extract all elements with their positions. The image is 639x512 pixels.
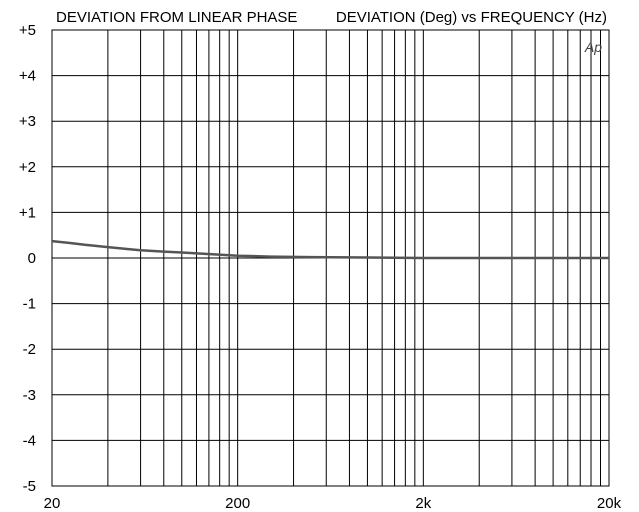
y-tick-label: +3	[19, 113, 36, 130]
y-tick-label: -3	[23, 387, 36, 404]
series-group	[51, 239, 609, 260]
y-tick-label: +1	[19, 204, 36, 221]
chart-title-left: DEVIATION FROM LINEAR PHASE	[56, 9, 297, 26]
x-tick-label: 2k	[415, 495, 431, 512]
y-axis-tick-labels: +5 +4 +3 +2 +1 0 -1 -2 -3 -4 -5	[19, 22, 36, 495]
chart-title-right: DEVIATION (Deg) vs FREQUENCY (Hz)	[336, 9, 607, 26]
series-line-1	[51, 239, 609, 260]
x-axis-tick-labels: 20 200 2k 20k	[44, 495, 622, 512]
ap-logo: Ap	[584, 39, 602, 55]
y-tick-label: 0	[28, 250, 36, 267]
x-tick-label: 200	[225, 495, 250, 512]
y-tick-label: -5	[23, 478, 36, 495]
y-tick-label: -4	[23, 432, 36, 449]
y-tick-label: +2	[19, 159, 36, 176]
x-tick-label: 20k	[597, 495, 622, 512]
x-tick-label: 20	[44, 495, 61, 512]
y-tick-label: -1	[23, 296, 36, 313]
y-tick-label: +5	[19, 22, 36, 39]
y-tick-label: -2	[23, 341, 36, 358]
y-tick-label: +4	[19, 68, 36, 85]
